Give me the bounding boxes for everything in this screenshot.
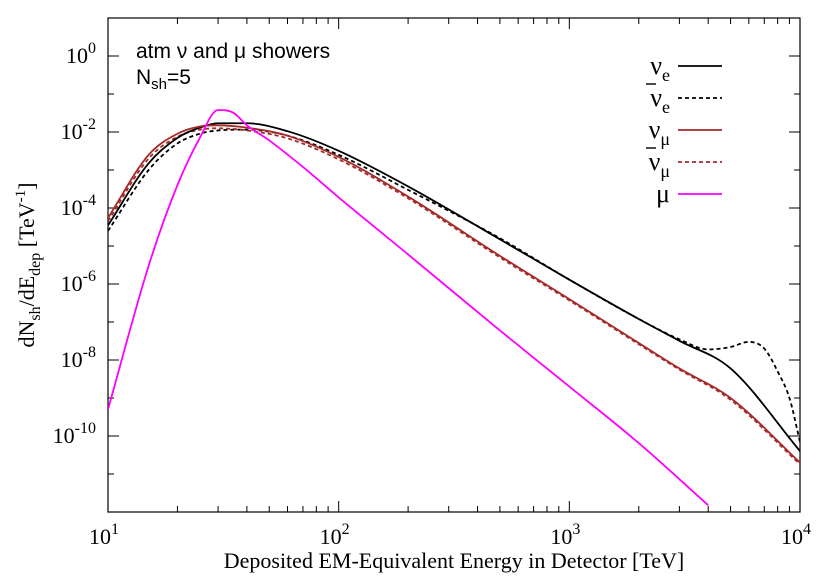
legend-label: νe — [650, 51, 670, 85]
x-axis-label: Deposited EM-Equivalent Energy in Detect… — [224, 548, 685, 573]
chart-annotation-title: atm ν and μ showers — [136, 40, 330, 63]
x-tick-labels: 101 102 103 104 — [89, 521, 811, 549]
y-tick-label: 10-4 — [61, 192, 96, 220]
x-tick-label: 101 — [89, 521, 119, 549]
tick-marks — [107, 17, 801, 513]
legend-label: νμ — [649, 115, 670, 149]
legend-label: νe — [650, 83, 670, 117]
series-nu-e-bar-line — [108, 128, 800, 443]
y-tick-label: 10-6 — [61, 268, 96, 296]
series-nu-mu-bar-line — [108, 127, 800, 465]
y-tick-labels: 100 10-2 10-4 10-6 10-8 10-10 — [53, 40, 96, 448]
y-tick-label: 10-10 — [53, 420, 96, 448]
x-tick-label: 103 — [550, 521, 580, 549]
y-tick-label: 10-8 — [61, 344, 96, 372]
series-nu-e-line — [108, 122, 800, 452]
series-mu-line — [108, 109, 709, 506]
legend-label: μ — [656, 179, 670, 208]
plot-frame — [107, 17, 801, 513]
y-tick-label: 10-2 — [61, 116, 96, 144]
x-tick-label: 104 — [781, 521, 811, 549]
y-axis-label: dNsh/dEdep [TeV-1] — [13, 182, 44, 347]
legend-label: νμ — [649, 147, 670, 181]
series-nu-mu-line — [108, 124, 800, 464]
data-curves — [108, 109, 800, 506]
x-tick-label: 102 — [320, 521, 350, 549]
chart-annotation-nsh: Nsh=5 — [136, 66, 191, 93]
y-tick-label: 100 — [66, 40, 96, 68]
